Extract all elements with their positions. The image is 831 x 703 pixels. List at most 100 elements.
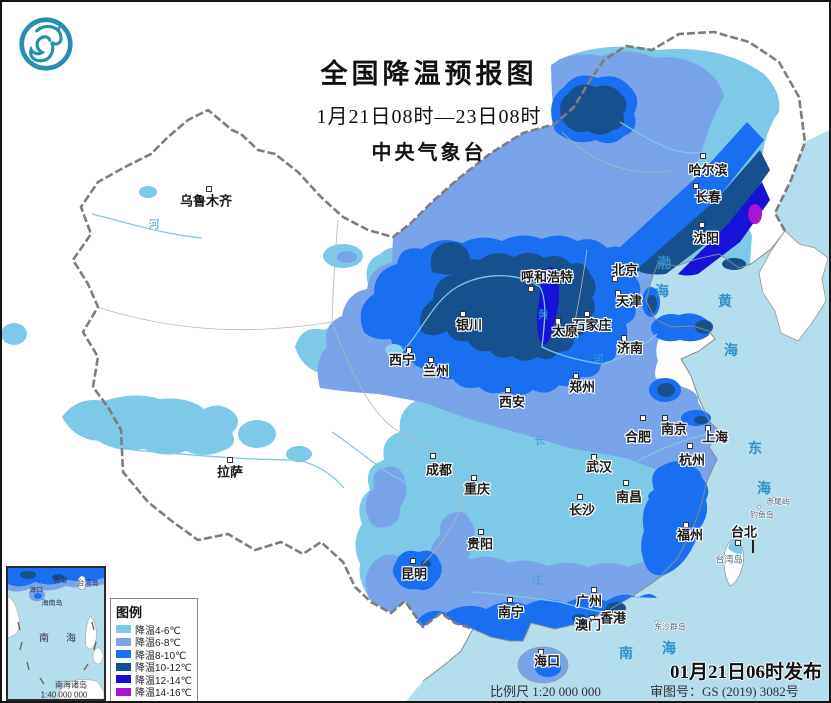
- city-label: 福州: [676, 527, 704, 543]
- page-title: 全国降温预报图: [320, 59, 538, 89]
- city-label: 武汉: [585, 459, 613, 475]
- korea-peninsula: [758, 230, 829, 342]
- legend-item: 降温10-12℃: [116, 661, 192, 674]
- city-label: 重庆: [463, 481, 491, 497]
- city-label: 昆明: [400, 566, 428, 582]
- inset-map: [8, 568, 104, 699]
- city-label: 哈尔滨: [688, 162, 728, 178]
- city-dot: [699, 222, 705, 228]
- sea-name-label: 海: [757, 480, 773, 496]
- sea-name-label: 海: [662, 640, 678, 656]
- city-dot: [591, 587, 597, 593]
- sea-name-label: 海: [655, 283, 671, 299]
- city-label: 合肥: [624, 429, 652, 445]
- city-label: 杭州: [678, 452, 706, 468]
- city-dot: [507, 597, 513, 603]
- issuing-agency: 中央气象台: [371, 142, 487, 164]
- river-name-label: 黄: [537, 309, 549, 321]
- legend-swatch: [116, 662, 131, 671]
- city-dot: [227, 457, 233, 463]
- legend-swatch: [116, 637, 131, 646]
- city-dot: [693, 183, 699, 189]
- map-scale: 比例尺 1:20 000 000: [490, 684, 601, 699]
- city-label: 香港: [599, 610, 627, 626]
- city-label: 上海: [701, 429, 729, 445]
- city-label: 拉萨: [216, 464, 244, 480]
- city-label: 北京: [611, 262, 639, 278]
- city-label: 天津: [615, 293, 643, 309]
- city-label: 台北: [730, 524, 758, 540]
- national-border: [71, 30, 807, 631]
- city-dot: [687, 443, 693, 449]
- city-dot: [640, 415, 646, 421]
- river-name-label: 河: [148, 219, 160, 231]
- sea-name-label: 东: [748, 440, 764, 456]
- legend-item: 降温8-10℃: [116, 648, 192, 662]
- city-label: 济南: [616, 340, 644, 356]
- city-dot: [612, 276, 618, 282]
- city-dot: [555, 318, 561, 324]
- city-label: 南宁: [497, 604, 525, 620]
- city-label: 南昌: [615, 489, 643, 505]
- sea-name-label: 渤: [657, 255, 673, 271]
- city-label: 西宁: [388, 352, 416, 368]
- legend-label: 降温14-16℃: [135, 688, 192, 700]
- river-name-label: 江: [531, 575, 543, 587]
- city-label: 海口: [533, 653, 561, 669]
- island-name-label: 台湾岛: [715, 554, 743, 565]
- city-dot: [584, 311, 590, 317]
- city-dot: [623, 480, 629, 486]
- sea-name-label: 海: [724, 342, 740, 358]
- city-label: 兰州: [422, 363, 450, 379]
- city-label: 银川: [455, 317, 483, 333]
- city-label: 郑州: [568, 379, 596, 395]
- legend-label: 降温12-14℃: [135, 675, 192, 687]
- inset-islands-name: 南海诸岛: [55, 680, 87, 690]
- map-header: 全国降温预报图 1月21日08时—23日08时 中央气象台: [229, 52, 629, 165]
- inset-label: 台湾岛: [77, 580, 99, 587]
- sea-area: [406, 130, 829, 701]
- city-dot: [428, 357, 434, 363]
- city-dot: [705, 425, 711, 431]
- city-label: 成都: [425, 462, 453, 478]
- sea-name-label: 黄: [718, 293, 734, 309]
- city-dot: [478, 529, 484, 535]
- legend-box: 图例 降温4-6℃ 降温6-8℃ 降温8-10℃ 降温10-12℃ 降温12-14℃ 降温…: [110, 598, 198, 701]
- island-name-label: 东沙群岛: [654, 622, 686, 632]
- legend-item: 降温6-8℃: [116, 636, 192, 649]
- city-label: 石家庄: [572, 317, 612, 333]
- city-dot: [621, 335, 627, 341]
- city-dot: [700, 153, 706, 159]
- legend-title: 图例: [116, 605, 143, 620]
- inset-label: 海: [66, 633, 76, 645]
- legend-item: 降温12-14℃: [116, 673, 192, 687]
- sea-name-label: 南: [619, 645, 635, 661]
- city-dot: [604, 609, 610, 615]
- legend-swatch: [116, 625, 131, 634]
- city-dot: [410, 558, 416, 564]
- city-dot: [471, 475, 477, 481]
- city-dot: [505, 387, 511, 393]
- city-dot: [577, 494, 583, 500]
- city-label: 贵阳: [466, 536, 494, 552]
- city-dot: [528, 286, 534, 292]
- city-dot: [662, 415, 668, 421]
- approval-number: 审图号：GS (2019) 3082号: [650, 684, 799, 699]
- city-dot: [406, 347, 412, 353]
- river-name-label: 河: [592, 354, 604, 366]
- legend-label: 降温6-8℃: [135, 638, 181, 650]
- legend-label: 降温4-6℃: [135, 625, 181, 637]
- inset-label: 海口: [29, 587, 43, 594]
- inset-scale: 1:40 000 000: [40, 690, 88, 700]
- city-dot: [683, 522, 689, 528]
- inset-label: 香港: [53, 577, 67, 584]
- city-dot: [615, 290, 621, 296]
- inset-label: 南: [39, 633, 49, 645]
- city-label: 长沙: [568, 502, 596, 518]
- cma-logo-icon: [19, 17, 73, 71]
- city-label: 沈阳: [692, 230, 720, 246]
- legend-swatch: [116, 687, 131, 696]
- city-label: 西安: [498, 394, 526, 410]
